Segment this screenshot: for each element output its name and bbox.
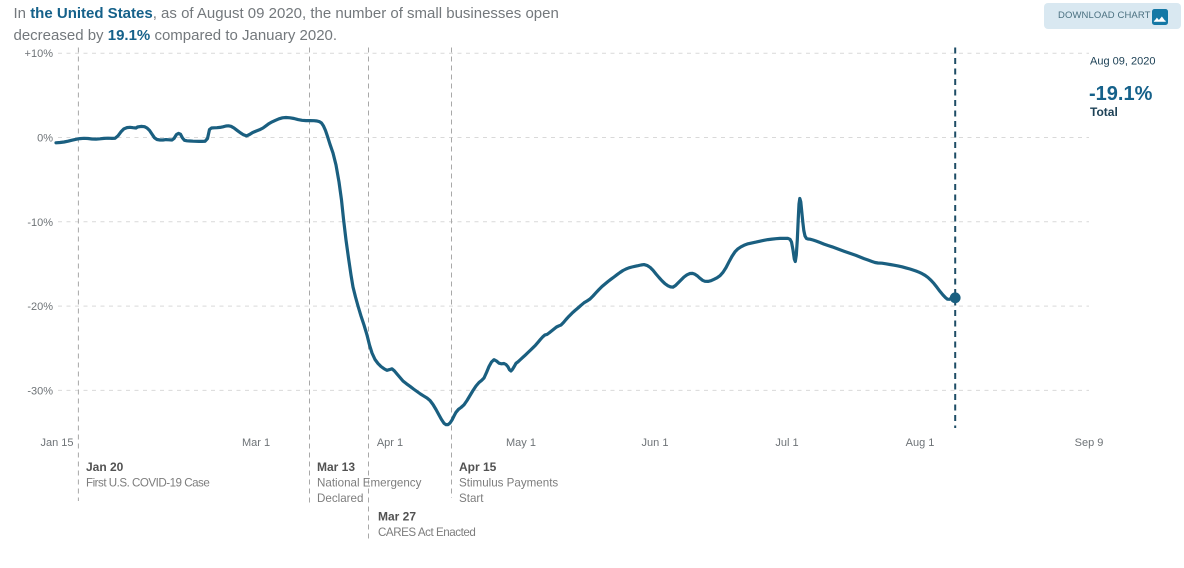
svg-text:Jul 1: Jul 1 bbox=[775, 437, 798, 449]
svg-text:Mar 27: Mar 27 bbox=[378, 510, 416, 524]
svg-text:Aug 1: Aug 1 bbox=[906, 437, 935, 449]
svg-text:+10%: +10% bbox=[25, 48, 54, 60]
svg-text:-10%: -10% bbox=[27, 217, 53, 229]
svg-text:National Emergency: National Emergency bbox=[317, 477, 422, 490]
svg-text:-20%: -20% bbox=[27, 301, 53, 313]
svg-text:First U.S. COVID-19 Case: First U.S. COVID-19 Case bbox=[86, 477, 209, 490]
svg-text:Apr 15: Apr 15 bbox=[459, 460, 497, 474]
svg-text:Apr 1: Apr 1 bbox=[377, 437, 403, 449]
svg-text:Start: Start bbox=[459, 492, 484, 505]
svg-text:May 1: May 1 bbox=[506, 437, 536, 449]
svg-text:Total: Total bbox=[1090, 105, 1118, 119]
svg-text:Mar 13: Mar 13 bbox=[317, 460, 355, 474]
svg-text:Aug 09, 2020: Aug 09, 2020 bbox=[1090, 56, 1155, 68]
svg-text:Stimulus Payments: Stimulus Payments bbox=[459, 477, 558, 490]
svg-text:Declared: Declared bbox=[317, 492, 363, 505]
svg-text:Sep 9: Sep 9 bbox=[1075, 437, 1104, 449]
svg-text:Jan 20: Jan 20 bbox=[86, 460, 124, 474]
svg-text:0%: 0% bbox=[37, 133, 53, 145]
svg-text:-19.1%: -19.1% bbox=[1089, 83, 1153, 105]
svg-text:Jun 1: Jun 1 bbox=[642, 437, 669, 449]
svg-text:Mar 1: Mar 1 bbox=[242, 437, 270, 449]
svg-text:Jan 15: Jan 15 bbox=[40, 437, 73, 449]
svg-text:CARES Act Enacted: CARES Act Enacted bbox=[378, 526, 475, 539]
svg-text:-30%: -30% bbox=[27, 385, 53, 397]
